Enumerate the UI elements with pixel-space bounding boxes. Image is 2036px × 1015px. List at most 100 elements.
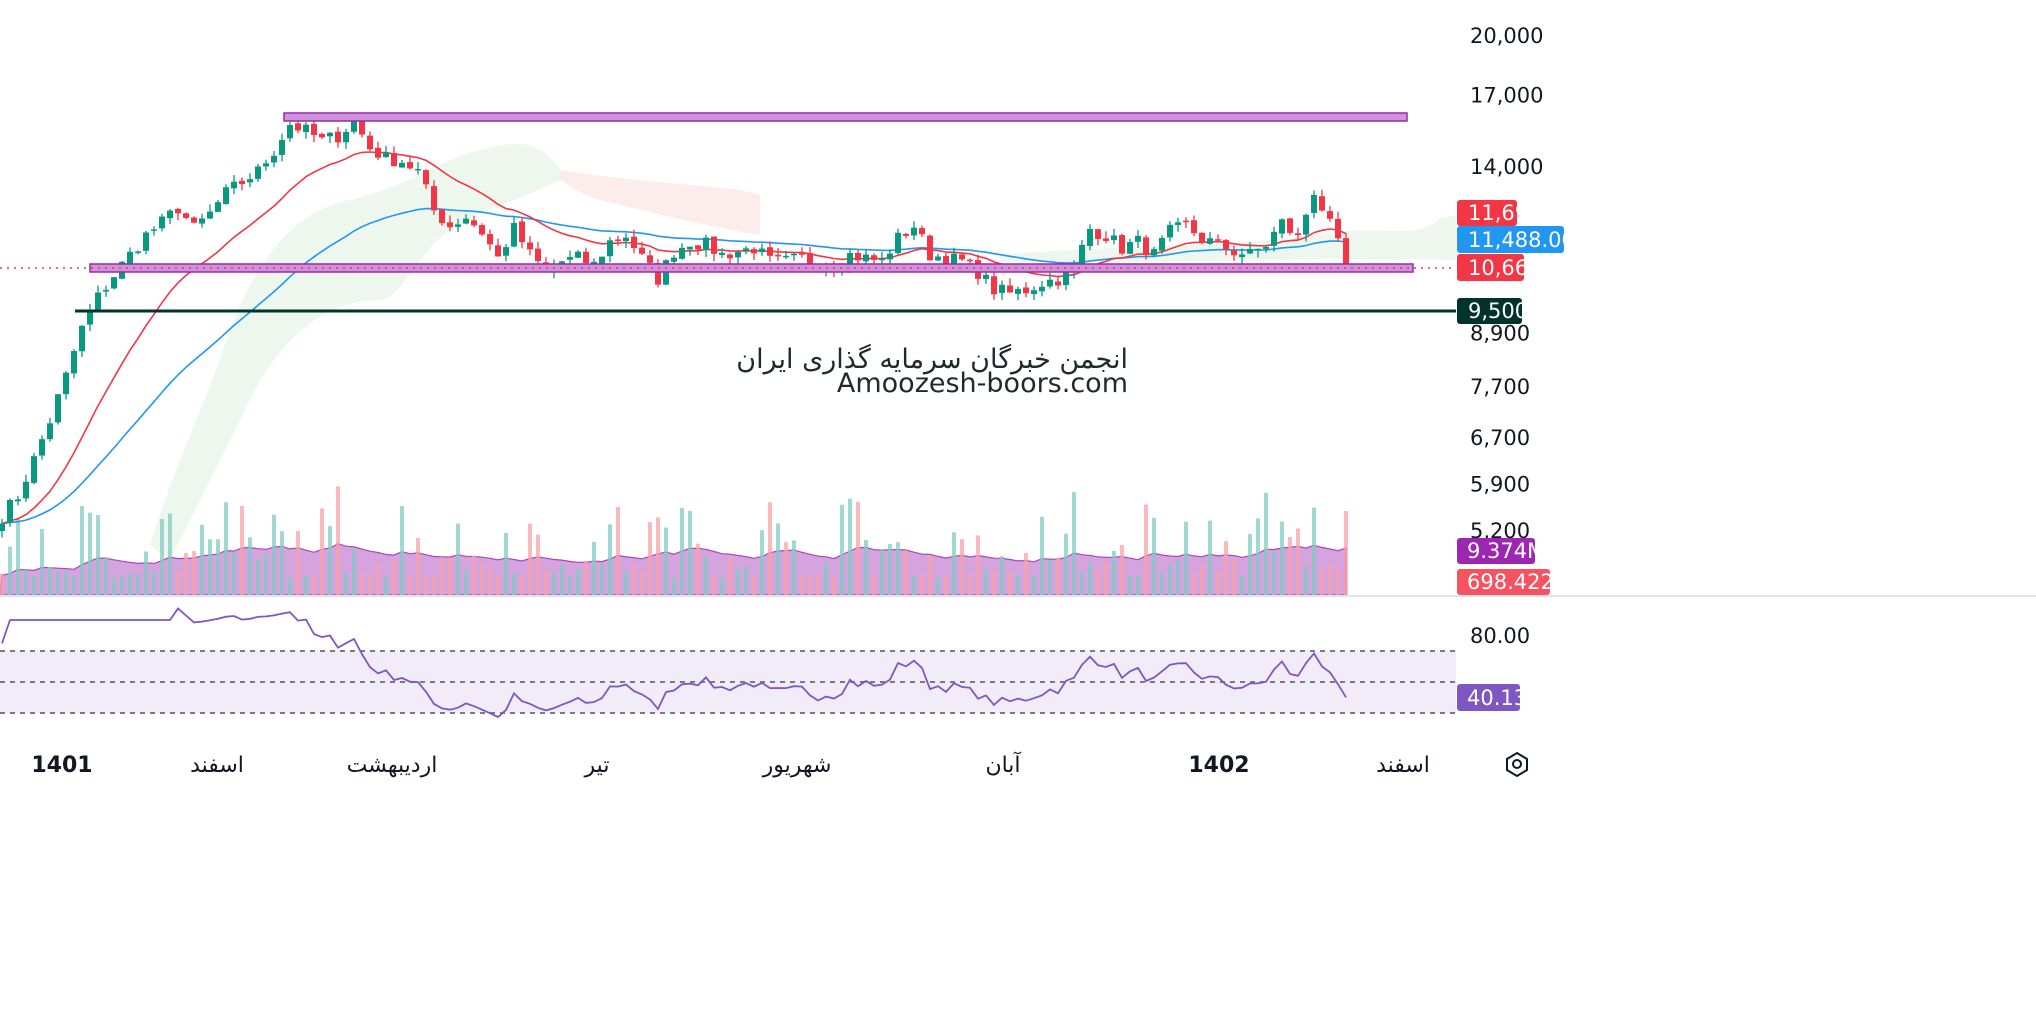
candle (735, 252, 741, 258)
resistance-zone[interactable] (283, 112, 1408, 122)
candle (1287, 218, 1293, 233)
candle (759, 248, 765, 253)
volume-bar (1256, 518, 1260, 595)
volume-bar (1176, 559, 1180, 595)
settings-icon[interactable] (1506, 751, 1528, 778)
volume-bar (752, 576, 756, 595)
candle (295, 123, 301, 131)
candle (63, 372, 69, 395)
ichimoku-cloud-green (150, 144, 560, 561)
volume-bar (240, 505, 244, 595)
volume-bar (104, 556, 108, 595)
volume-bar (0, 573, 4, 595)
volume-bar (888, 544, 892, 595)
volume-bar (984, 569, 988, 595)
candle (335, 131, 341, 143)
candle (311, 123, 317, 136)
candle (911, 227, 917, 236)
candle (239, 180, 245, 185)
volume-bar (992, 570, 996, 595)
candle (967, 259, 973, 262)
volume-bar (400, 505, 404, 595)
candle (1191, 220, 1197, 234)
volume-bar (416, 537, 420, 595)
volume-bar (1160, 572, 1164, 595)
time-label: اسفند (190, 753, 244, 778)
volume-bar (728, 556, 732, 595)
candle (1335, 218, 1341, 239)
volume-bar (344, 572, 348, 595)
volume-bar (128, 573, 132, 595)
volume-bar (448, 557, 452, 595)
svg-text:11,698.5: 11,698.5 (1468, 201, 1562, 225)
candle (775, 254, 781, 257)
volume-bar (272, 514, 276, 595)
volume-bar (776, 523, 780, 595)
candle (263, 163, 269, 167)
candle (215, 202, 221, 212)
volume-bar (1024, 553, 1028, 595)
candle (1119, 235, 1125, 254)
price-axis[interactable]: 20,00017,00014,0008,9007,7006,7005,9005,… (1470, 24, 1543, 543)
svg-text:11,488.009: 11,488.009 (1468, 228, 1588, 252)
volume-bar (160, 518, 164, 595)
candle (399, 162, 405, 168)
price-tick: 14,000 (1470, 155, 1543, 179)
time-axis[interactable]: 1401 اسفند اردیبهشت تیر شهریور آبان 1402 اسفند (31, 751, 1430, 778)
volume-bar (168, 513, 172, 595)
volume-bar (680, 507, 684, 595)
candle (1263, 247, 1269, 249)
candle (439, 209, 445, 224)
volume-bar (384, 576, 388, 595)
candle (919, 228, 925, 235)
volume-bar (800, 575, 804, 595)
candle (207, 211, 213, 219)
candle (623, 237, 629, 241)
support-zone[interactable] (89, 263, 1414, 273)
candle (1015, 288, 1021, 294)
candle (639, 247, 645, 254)
volume-bar (536, 534, 540, 595)
candle (279, 140, 285, 155)
candle (1063, 269, 1069, 286)
volume-bar (1288, 537, 1292, 595)
volume-bar (744, 566, 748, 595)
price-tick: 17,000 (1470, 84, 1543, 108)
candle (0, 523, 5, 532)
candle (223, 187, 229, 205)
volume-bar (912, 575, 916, 595)
volume-bar (1312, 507, 1316, 595)
candle (1023, 287, 1029, 294)
candle (31, 456, 37, 483)
candle (655, 263, 661, 285)
volume-bar (1048, 560, 1052, 595)
volume-bar (632, 563, 636, 595)
volume-bar (24, 570, 28, 595)
candle (575, 251, 581, 258)
volume-bar (736, 568, 740, 595)
candle (367, 135, 373, 150)
candle (87, 310, 93, 325)
candle (1231, 250, 1237, 256)
candle (927, 235, 933, 261)
candle (991, 276, 997, 295)
volume-ma-badge: 9.374M (1457, 538, 1545, 564)
volume-bar (936, 576, 940, 595)
candle (959, 254, 965, 260)
candle (127, 251, 133, 264)
candle (55, 394, 61, 423)
volume-bar (456, 523, 460, 595)
volume-bar (1248, 533, 1252, 595)
candle (695, 245, 701, 250)
volume-bar (408, 574, 412, 595)
candle (351, 120, 357, 132)
volume-bar (1112, 550, 1116, 595)
volume-bar (80, 506, 84, 595)
candle (983, 274, 989, 279)
candle (15, 499, 21, 502)
volume-bar (16, 518, 20, 595)
candle (687, 246, 693, 250)
volume-bar (1144, 504, 1148, 595)
volume-bar (1264, 492, 1268, 595)
